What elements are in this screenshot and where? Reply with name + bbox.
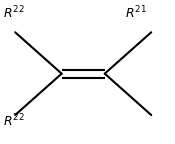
Text: $R^{22}$: $R^{22}$ bbox=[3, 112, 25, 129]
Text: $R^{22}$: $R^{22}$ bbox=[3, 5, 25, 21]
Text: $R^{21}$: $R^{21}$ bbox=[125, 5, 147, 21]
